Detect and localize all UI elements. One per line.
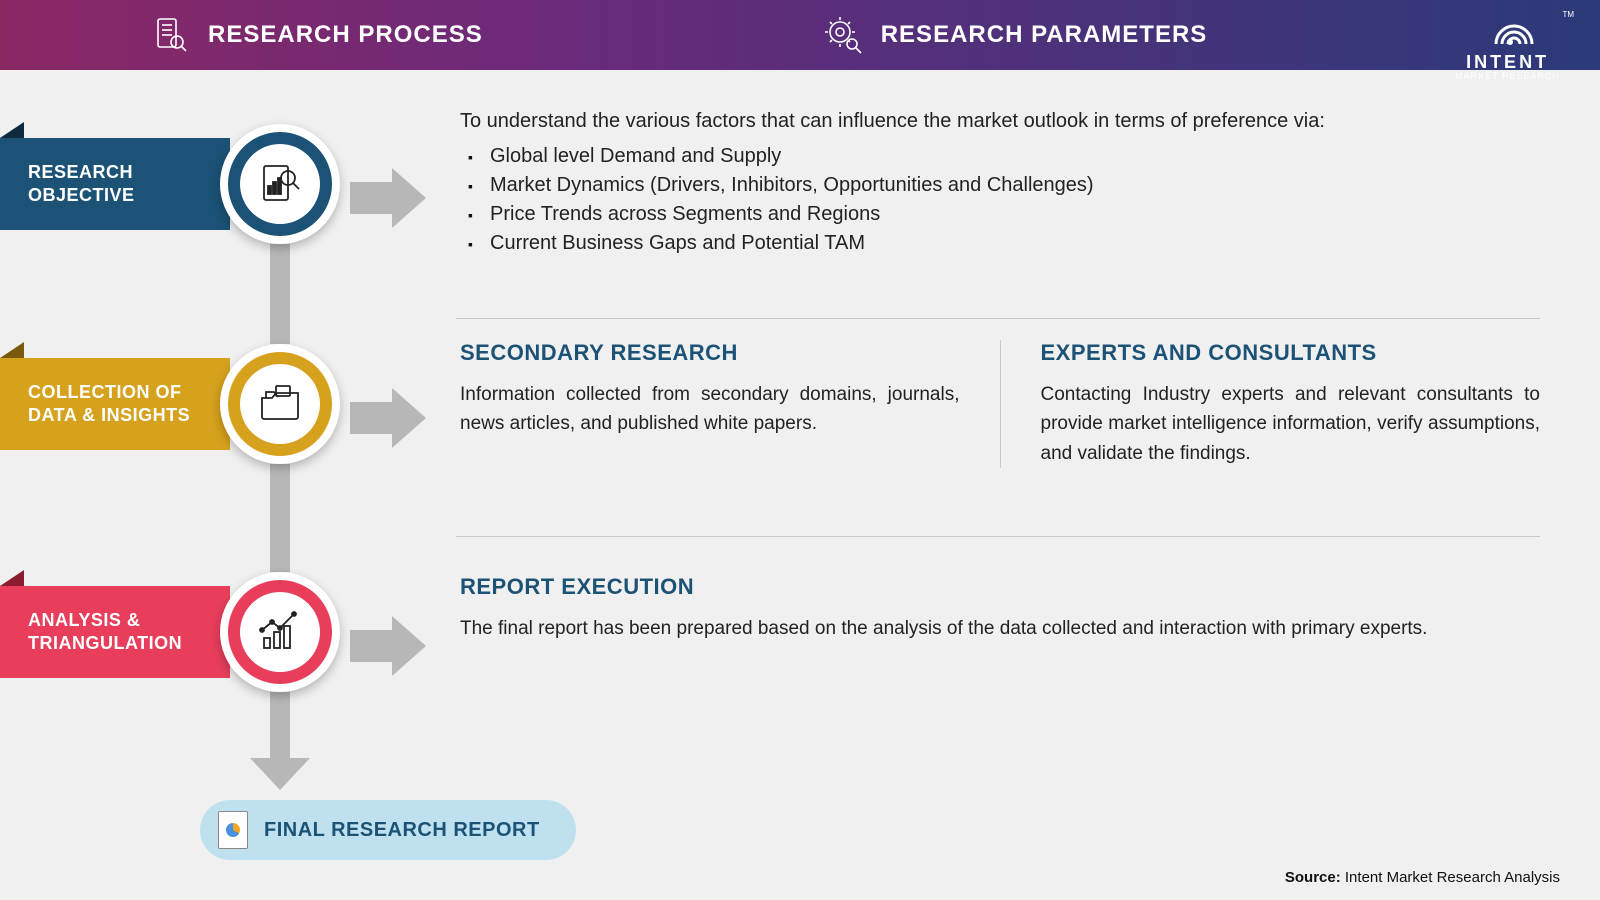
section-heading: SECONDARY RESEARCH xyxy=(460,340,960,366)
document-magnify-icon xyxy=(256,160,304,208)
column-experts: EXPERTS AND CONSULTANTS Contacting Indus… xyxy=(1041,340,1541,468)
logo-name: INTENT xyxy=(1455,53,1560,71)
row-divider xyxy=(456,318,1540,319)
step-ribbon-3: ANALYSIS & TRIANGULATION xyxy=(0,586,230,678)
section-heading: REPORT EXECUTION xyxy=(460,574,1540,600)
step-ribbon-1: RESEARCH OBJECTIVE xyxy=(0,138,230,230)
step-row-1: RESEARCH OBJECTIVE To understand the var… xyxy=(0,110,1600,310)
column-secondary-research: SECONDARY RESEARCH Information collected… xyxy=(460,340,960,468)
list-item: Current Business Gaps and Potential TAM xyxy=(490,232,1540,255)
step-badge-1 xyxy=(220,124,340,244)
logo-tm: TM xyxy=(1562,10,1574,19)
arrow-right-icon xyxy=(350,388,426,448)
header-left-title: RESEARCH PROCESS xyxy=(208,21,483,49)
step-label: RESEARCH OBJECTIVE xyxy=(28,161,230,208)
body-text: The final report has been prepared based… xyxy=(460,614,1540,643)
section-heading: EXPERTS AND CONSULTANTS xyxy=(1041,340,1541,366)
column-divider xyxy=(1000,340,1001,468)
step-label: ANALYSIS & TRIANGULATION xyxy=(28,609,230,656)
row-divider xyxy=(456,536,1540,537)
step-row-3: ANALYSIS & TRIANGULATION REPORT EXECU xyxy=(0,550,1600,750)
step-row-2: COLLECTION OF DATA & INSIGHTS SECONDARY … xyxy=(0,330,1600,530)
arrow-down-icon xyxy=(250,758,310,790)
lead-text: To understand the various factors that c… xyxy=(460,110,1540,133)
list-item: Price Trends across Segments and Regions xyxy=(490,203,1540,226)
source-label: Source: xyxy=(1285,869,1341,886)
final-report-pill: FINAL RESEARCH REPORT xyxy=(200,800,576,860)
list-item: Market Dynamics (Drivers, Inhibitors, Op… xyxy=(490,174,1540,197)
step-badge-3 xyxy=(220,572,340,692)
step-label: COLLECTION OF DATA & INSIGHTS xyxy=(28,381,230,428)
body-text: Contacting Industry experts and relevant… xyxy=(1041,380,1541,468)
step-content-3: REPORT EXECUTION The final report has be… xyxy=(460,574,1540,643)
source-value: Intent Market Research Analysis xyxy=(1345,869,1560,886)
step-ribbon-2: COLLECTION OF DATA & INSIGHTS xyxy=(0,358,230,450)
document-search-icon xyxy=(150,15,190,55)
header-left: RESEARCH PROCESS xyxy=(120,15,513,55)
header-right-title: RESEARCH PARAMETERS xyxy=(881,21,1208,49)
body-text: Information collected from secondary dom… xyxy=(460,380,960,439)
report-doc-icon xyxy=(218,811,248,849)
header-bar: RESEARCH PROCESS RESEARCH PARAMETERS TM … xyxy=(0,0,1600,70)
gear-search-icon xyxy=(823,15,863,55)
step-content-1: To understand the various factors that c… xyxy=(460,110,1540,261)
final-report-label: FINAL RESEARCH REPORT xyxy=(264,819,540,842)
list-item: Global level Demand and Supply xyxy=(490,145,1540,168)
source-note: Source: Intent Market Research Analysis xyxy=(1285,869,1560,886)
arrow-right-icon xyxy=(350,168,426,228)
logo-arcs-icon xyxy=(1478,8,1538,48)
bullet-list: Global level Demand and Supply Market Dy… xyxy=(460,145,1540,255)
folder-icon xyxy=(256,380,304,428)
arrow-right-icon xyxy=(350,616,426,676)
header-right: RESEARCH PARAMETERS xyxy=(793,15,1238,55)
step-content-2: SECONDARY RESEARCH Information collected… xyxy=(460,340,1540,468)
diagram-body: RESEARCH OBJECTIVE To understand the var… xyxy=(0,70,1600,900)
step-badge-2 xyxy=(220,344,340,464)
analytics-icon xyxy=(256,608,304,656)
